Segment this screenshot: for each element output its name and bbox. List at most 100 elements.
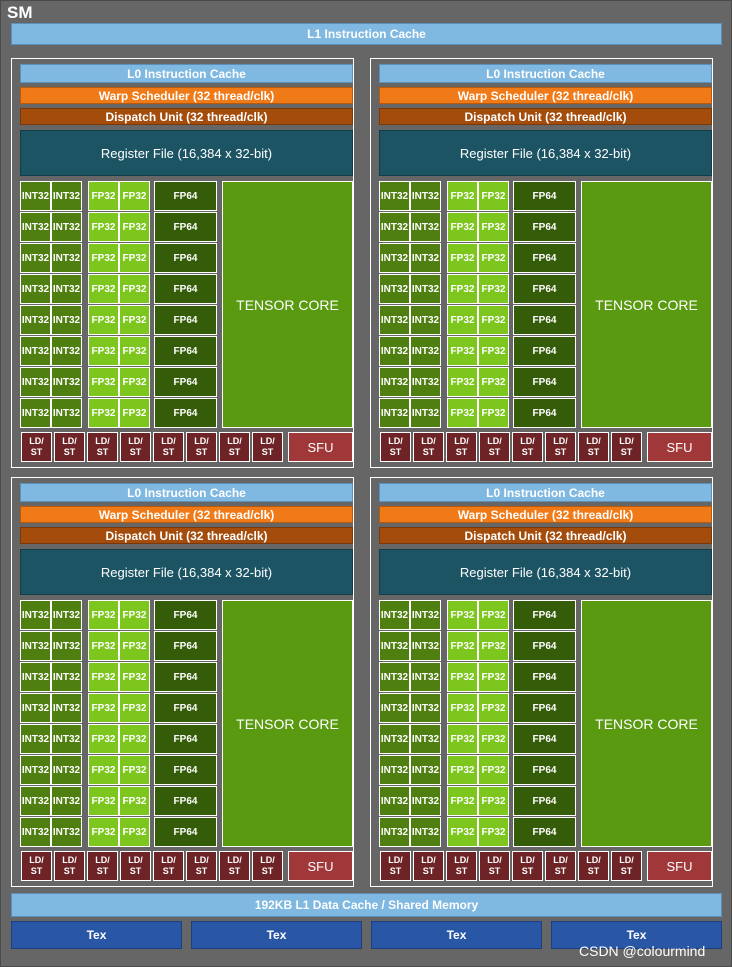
sm-title: SM [7,3,33,22]
fp32-core: FP32 [447,631,478,661]
int32-core: INT32 [379,212,410,242]
ld-st-label: LD/ [161,855,176,865]
sfu-unit: SFU [288,851,353,881]
register-file: Register File (16,384 x 32-bit) [20,130,353,176]
int32-core: INT32 [20,600,51,630]
fp32-core: FP32 [478,243,509,273]
int32-core: INT32 [379,631,410,661]
ld-st-label: LD/ [227,855,242,865]
ld-st-label: LD/ [586,436,601,446]
l1-instruction-cache: L1 Instruction Cache [11,23,722,45]
int32-core: INT32 [51,181,82,211]
processing-partition-3: L0 Instruction Cache Warp Scheduler (32 t… [11,477,354,887]
ld-st-unit: LD/ST [512,432,543,462]
tex-unit-3: Tex [371,921,542,949]
tex-unit-1: Tex [11,921,182,949]
fp32-core: FP32 [119,212,150,242]
fp32-core: FP32 [478,631,509,661]
int32-core: INT32 [20,662,51,692]
ld-st-unit: LD/ST [120,432,151,462]
fp32-core: FP32 [447,367,478,397]
ld-st-label: ST [620,866,633,876]
ld-st-unit: LD/ST [611,432,642,462]
ld-st-label: LD/ [454,855,469,865]
fp32-core: FP32 [478,662,509,692]
fp32-core: FP32 [119,631,150,661]
int32-core: INT32 [379,305,410,335]
ld-st-unit: LD/ST [219,432,250,462]
int32-core: INT32 [51,243,82,273]
ld-st-unit: LD/ST [479,432,510,462]
ld-st-unit: LD/ST [21,851,52,881]
fp32-core: FP32 [447,786,478,816]
int32-core: INT32 [51,398,82,428]
ld-st-unit: LD/ST [153,432,184,462]
fp32-core: FP32 [88,631,119,661]
ld-st-label: LD/ [487,436,502,446]
int32-core: INT32 [379,817,410,847]
ld-st-label: LD/ [161,436,176,446]
int32-core: INT32 [20,367,51,397]
fp32-core: FP32 [88,305,119,335]
fp64-core: FP64 [154,817,217,847]
ld-st-label: LD/ [388,855,403,865]
ld-st-unit: LD/ST [219,851,250,881]
ld-st-unit: LD/ST [186,851,217,881]
fp32-core: FP32 [478,817,509,847]
ld-st-label: ST [521,447,534,457]
ld-st-label: ST [554,866,567,876]
fp32-core: FP32 [478,786,509,816]
tensor-core: TENSOR CORE [222,600,353,847]
fp32-core: FP32 [447,398,478,428]
fp64-core: FP64 [513,724,576,754]
ld-st-label: ST [389,447,402,457]
fp32-core: FP32 [478,212,509,242]
int32-core: INT32 [51,274,82,304]
fp64-core: FP64 [154,786,217,816]
ld-st-unit: LD/ST [413,851,444,881]
fp32-core: FP32 [119,243,150,273]
fp32-core: FP32 [447,724,478,754]
ld-st-label: LD/ [586,855,601,865]
ld-st-unit: LD/ST [21,432,52,462]
fp32-core: FP32 [447,305,478,335]
ld-st-label: LD/ [553,855,568,865]
fp64-core: FP64 [154,662,217,692]
fp32-core: FP32 [478,367,509,397]
ld-st-label: ST [228,447,241,457]
int32-core: INT32 [20,212,51,242]
ld-st-label: LD/ [421,436,436,446]
fp32-core: FP32 [447,693,478,723]
fp32-core: FP32 [447,755,478,785]
processing-partition-4: L0 Instruction Cache Warp Scheduler (32 t… [370,477,713,887]
fp32-core: FP32 [478,755,509,785]
fp64-core: FP64 [513,817,576,847]
int32-core: INT32 [410,181,441,211]
ld-st-label: ST [30,447,43,457]
fp32-core: FP32 [119,305,150,335]
ld-st-label: ST [30,866,43,876]
ld-st-unit: LD/ST [380,432,411,462]
warp-scheduler: Warp Scheduler (32 thread/clk) [379,506,712,523]
fp32-core: FP32 [119,398,150,428]
int32-core: INT32 [20,305,51,335]
int32-core: INT32 [410,398,441,428]
ld-st-label: LD/ [619,855,634,865]
l0-instruction-cache: L0 Instruction Cache [379,64,712,83]
int32-core: INT32 [410,367,441,397]
ld-st-label: LD/ [62,855,77,865]
fp32-core: FP32 [88,662,119,692]
ld-st-label: ST [587,866,600,876]
watermark: CSDN @colourmind [579,943,706,959]
ld-st-unit: LD/ST [479,851,510,881]
ld-st-unit: LD/ST [120,851,151,881]
int32-core: INT32 [410,305,441,335]
int32-core: INT32 [20,243,51,273]
int32-core: INT32 [51,631,82,661]
fp64-core: FP64 [513,398,576,428]
ld-st-label: ST [129,866,142,876]
sfu-unit: SFU [647,851,712,881]
ld-st-label: LD/ [62,436,77,446]
ld-st-label: LD/ [421,855,436,865]
ld-st-label: ST [195,866,208,876]
